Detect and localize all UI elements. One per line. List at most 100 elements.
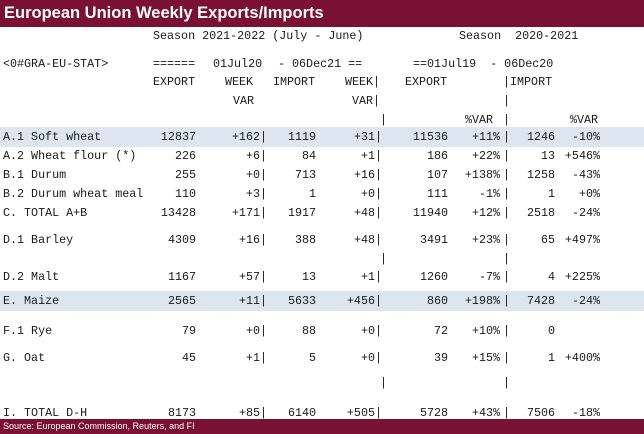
col-separator: |	[503, 351, 511, 365]
cell-week-var-import: +16|	[353, 168, 382, 182]
col-separator: |	[380, 252, 388, 266]
cell-import-prev: 1258	[526, 168, 555, 182]
page-title: European Union Weekly Exports/Imports	[0, 0, 644, 27]
cell-week-var-import: +1|	[360, 270, 382, 284]
cell-import: 1917	[287, 206, 316, 220]
row-label: B.1 Durum	[3, 168, 67, 182]
col-separator: |	[503, 406, 511, 420]
cell-import-prev: 65	[540, 233, 555, 247]
cell-import: 5633	[287, 294, 316, 308]
cell-export-prev: 1260	[419, 270, 448, 284]
col-header-export-prev: EXPORT	[405, 75, 448, 89]
cell-import-prev: 1	[547, 351, 555, 365]
col-header-import: IMPORT	[273, 75, 316, 89]
ric-code: <0#GRA-EU-STAT>	[3, 57, 109, 71]
cell-import: 1119	[287, 130, 316, 144]
cell-export: 1167	[167, 270, 196, 284]
row-label: I. TOTAL D-H	[3, 406, 88, 420]
header-separator: ======	[153, 57, 196, 71]
cell-export-prev-var: +43%	[471, 406, 500, 420]
cell-week-var: +57|	[238, 270, 267, 284]
cell-export-prev-var: +22%	[471, 149, 500, 163]
cell-week-var-import: +0|	[360, 351, 382, 365]
cell-export-prev-var: +23%	[471, 233, 500, 247]
cell-export: 2565	[167, 294, 196, 308]
cell-import-prev: 0	[547, 324, 555, 338]
col-separator: |	[503, 252, 511, 266]
cell-import-prev: 1246	[526, 130, 555, 144]
cell-import: 1	[308, 187, 316, 201]
row-highlight-soft-wheat	[0, 127, 644, 147]
cell-export: 13428	[160, 206, 196, 220]
cell-export-prev-var: +11%	[471, 130, 500, 144]
cell-week-var: +171|	[231, 206, 267, 220]
cell-import-prev: 7428	[526, 294, 555, 308]
cell-import-prev: 4	[547, 270, 555, 284]
season-current-label: Season 2021-2022 (July - June)	[153, 29, 364, 43]
row-label: D.2 Malt	[3, 270, 60, 284]
cell-export-prev-var: +10%	[471, 324, 500, 338]
col-header-week: WEEK	[225, 75, 254, 89]
cell-week-var-import: +0|	[360, 187, 382, 201]
cell-import-prev-var: -18%	[571, 406, 600, 420]
cell-export-prev: 111	[426, 187, 448, 201]
date-to-current: - 06Dec21 ==	[278, 57, 363, 71]
season-previous-label: Season 2020-2021	[459, 29, 579, 43]
cell-import: 13	[301, 270, 316, 284]
cell-import-prev-var: -24%	[571, 206, 600, 220]
cell-import: 713	[294, 168, 316, 182]
col-separator: |	[380, 113, 388, 127]
cell-export-prev-var: +15%	[471, 351, 500, 365]
cell-export-prev: 39	[433, 351, 448, 365]
row-label: E. Maize	[3, 294, 60, 308]
cell-week-var: +16|	[238, 233, 267, 247]
cell-export-prev: 11536	[412, 130, 448, 144]
cell-export-prev: 72	[433, 324, 448, 338]
cell-export: 8173	[167, 406, 196, 420]
cell-import-prev: 7506	[526, 406, 555, 420]
cell-week-var-import: +505|	[346, 406, 382, 420]
cell-export-prev: 5728	[419, 406, 448, 420]
col-separator: |	[503, 206, 511, 220]
cell-week-var-import: +0|	[360, 324, 382, 338]
cell-import: 5	[308, 351, 316, 365]
source-footer: Source: European Commission, Reuters, an…	[0, 419, 644, 434]
row-label: G. Oat	[3, 351, 46, 365]
cell-week-var-import: +456|	[346, 294, 382, 308]
cell-import: 388	[294, 233, 316, 247]
cell-import-prev: 1	[547, 187, 555, 201]
cell-export-prev-var: -7%	[478, 270, 500, 284]
cell-week-var: +162|	[231, 130, 267, 144]
cell-import: 6140	[287, 406, 316, 420]
cell-week-var: +11|	[238, 294, 267, 308]
col-separator: |	[503, 376, 511, 390]
col-separator: |	[503, 324, 511, 338]
col-header-pct-var-import: %VAR	[570, 113, 599, 127]
row-label: C. TOTAL A+B	[3, 206, 88, 220]
date-from-current: 01Jul20	[213, 57, 263, 71]
col-header-week-import: WEEK|	[345, 75, 381, 89]
col-header-var: VAR	[233, 94, 255, 108]
cell-import-prev: 2518	[526, 206, 555, 220]
row-label: A.2 Wheat flour (*)	[3, 149, 137, 163]
cell-import-prev-var: -24%	[571, 294, 600, 308]
col-header-export: EXPORT	[153, 75, 196, 89]
cell-import: 84	[301, 149, 316, 163]
col-separator: |	[503, 294, 511, 308]
col-header-var-import: VAR|	[352, 94, 381, 108]
cell-import: 88	[301, 324, 316, 338]
cell-week-var-import: +1|	[360, 149, 382, 163]
cell-import-prev: 13	[540, 149, 555, 163]
row-highlight-maize	[0, 291, 644, 311]
row-label: F.1 Rye	[3, 324, 53, 338]
date-previous-range: ==01Jul19 - 06Dec20	[413, 57, 554, 71]
cell-export: 12837	[160, 130, 196, 144]
cell-export-prev-var: +12%	[471, 206, 500, 220]
col-separator: |	[503, 130, 511, 144]
cell-export-prev: 186	[426, 149, 448, 163]
cell-import-prev-var: +225%	[564, 270, 600, 284]
cell-import-prev-var: -10%	[571, 130, 600, 144]
col-separator: |	[503, 168, 511, 182]
cell-week-var-import: +48|	[353, 206, 382, 220]
row-label: B.2 Durum wheat meal	[3, 187, 144, 201]
